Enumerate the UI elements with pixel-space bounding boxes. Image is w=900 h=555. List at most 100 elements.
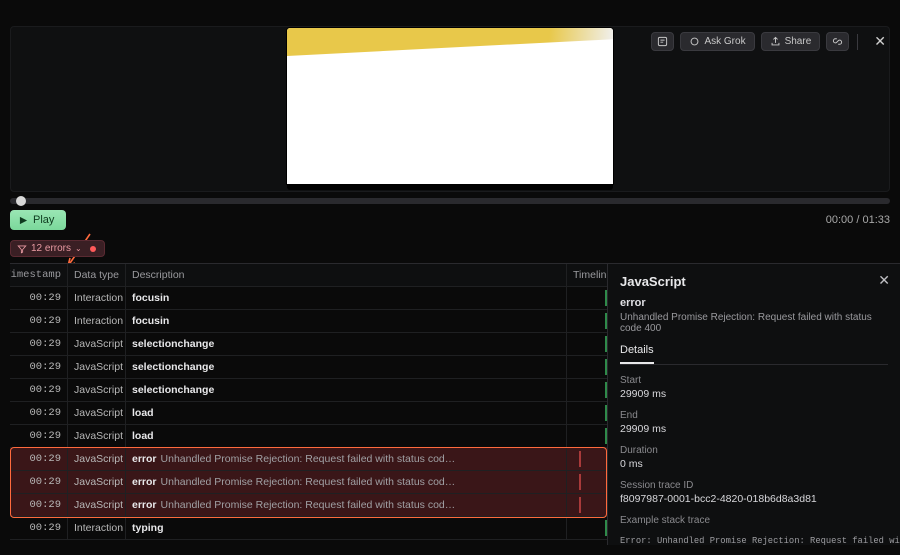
close-icon[interactable]: ✕ xyxy=(868,33,892,50)
end-value: 29909 ms xyxy=(620,423,888,435)
events-panel: Timestamp Data type Description Timeline… xyxy=(10,263,900,545)
session-recording-footer xyxy=(287,184,613,190)
table-row[interactable]: 00:29Interactionfocusin xyxy=(10,287,607,310)
cell-timeline xyxy=(567,494,607,516)
filter-icon xyxy=(17,244,27,254)
cell-timestamp: 00:29 xyxy=(10,402,68,424)
share-button[interactable]: Share xyxy=(761,32,821,51)
cell-timestamp: 00:29 xyxy=(10,333,68,355)
cell-timeline xyxy=(567,402,607,424)
cell-datatype: JavaScript xyxy=(68,448,126,470)
detail-panel: ✕ JavaScript error Unhandled Promise Rej… xyxy=(608,263,900,545)
table-row[interactable]: 00:29JavaScripterror Unhandled Promise R… xyxy=(10,494,607,517)
active-dot xyxy=(90,246,96,252)
cell-timeline xyxy=(567,471,607,493)
cell-timestamp: 00:29 xyxy=(10,448,68,470)
cell-timestamp: 00:29 xyxy=(10,287,68,309)
detail-close-icon[interactable]: ✕ xyxy=(878,272,890,289)
tab-details[interactable]: Details xyxy=(620,344,654,364)
start-label: Start xyxy=(620,375,888,386)
duration-value: 0 ms xyxy=(620,458,888,470)
cell-description: typing xyxy=(126,517,567,539)
cell-description: focusin xyxy=(126,287,567,309)
top-toolbar: Ask Grok Share ✕ xyxy=(651,32,892,51)
stack-trace: Error: Unhandled Promise Rejection: Requ… xyxy=(620,536,888,545)
cell-description: load xyxy=(126,402,567,424)
ask-grok-label: Ask Grok xyxy=(704,36,745,47)
cell-datatype: JavaScript xyxy=(68,425,126,447)
cell-datatype: JavaScript xyxy=(68,402,126,424)
timeline-tick xyxy=(605,428,607,444)
cell-datatype: JavaScript xyxy=(68,494,126,516)
play-icon xyxy=(19,216,28,225)
timeline-tick xyxy=(579,474,581,490)
cell-description: error Unhandled Promise Rejection: Reque… xyxy=(126,448,567,470)
detail-tabs: Details xyxy=(620,344,888,365)
cell-timeline xyxy=(567,425,607,447)
timeline-tick xyxy=(605,313,607,329)
cell-datatype: JavaScript xyxy=(68,356,126,378)
cell-datatype: Interaction xyxy=(68,310,126,332)
cell-timestamp: 00:29 xyxy=(10,494,68,516)
detail-subtitle: error xyxy=(620,297,888,309)
timeline-tick xyxy=(605,405,607,421)
cell-datatype: Interaction xyxy=(68,517,126,539)
detail-message: Unhandled Promise Rejection: Request fai… xyxy=(620,312,888,334)
timeline-tick xyxy=(605,382,607,398)
start-value: 29909 ms xyxy=(620,388,888,400)
timeline-tick xyxy=(605,359,607,375)
detail-title: JavaScript xyxy=(620,274,888,289)
ask-grok-button[interactable]: Ask Grok xyxy=(680,32,754,51)
table-row[interactable]: 00:29JavaScripterror Unhandled Promise R… xyxy=(10,471,607,494)
table-row[interactable]: 00:29Interactionfocusin xyxy=(10,310,607,333)
cell-description: selectionchange xyxy=(126,379,567,401)
table-header-row: Timestamp Data type Description Timeline xyxy=(10,264,607,287)
table-row[interactable]: 00:29JavaScriptselectionchange xyxy=(10,356,607,379)
play-button[interactable]: Play xyxy=(10,210,66,230)
table-row[interactable]: 00:29JavaScripterror Unhandled Promise R… xyxy=(10,448,607,471)
table-row[interactable]: 00:29JavaScriptload xyxy=(10,425,607,448)
timeline-tick xyxy=(605,336,607,352)
table-row[interactable]: 00:29JavaScriptselectionchange xyxy=(10,379,607,402)
end-label: End xyxy=(620,410,888,421)
errors-filter-pill[interactable]: 12 errors ⌄ xyxy=(10,240,105,257)
link-button[interactable] xyxy=(826,32,849,51)
session-recording-frame xyxy=(287,28,613,184)
cell-timestamp: 00:29 xyxy=(10,517,68,539)
cell-timestamp: 00:29 xyxy=(10,379,68,401)
cell-timeline xyxy=(567,517,607,539)
scrub-bar[interactable] xyxy=(10,198,890,204)
player-controls: Play 00:00 / 01:33 xyxy=(10,210,890,230)
errors-count-label: 12 errors xyxy=(31,243,71,254)
cell-datatype: JavaScript xyxy=(68,333,126,355)
notes-button[interactable] xyxy=(651,32,674,51)
cell-timeline xyxy=(567,356,607,378)
cell-timeline xyxy=(567,448,607,470)
cell-timestamp: 00:29 xyxy=(10,471,68,493)
cell-description: error Unhandled Promise Rejection: Reque… xyxy=(126,471,567,493)
timecode: 00:00 / 01:33 xyxy=(826,214,890,226)
cell-description: selectionchange xyxy=(126,356,567,378)
toolbar-divider xyxy=(857,34,858,50)
session-stage xyxy=(11,27,889,191)
duration-label: Duration xyxy=(620,445,888,456)
col-timeline: Timeline xyxy=(567,264,607,286)
trace-id-label: Session trace ID xyxy=(620,480,888,491)
stack-label: Example stack trace xyxy=(620,515,888,526)
play-label: Play xyxy=(33,214,54,226)
col-description: Description xyxy=(126,264,567,286)
cell-timeline xyxy=(567,310,607,332)
timeline-tick xyxy=(605,290,607,306)
cell-timestamp: 00:29 xyxy=(10,356,68,378)
cell-description: selectionchange xyxy=(126,333,567,355)
table-row[interactable]: 00:29JavaScriptselectionchange xyxy=(10,333,607,356)
cell-datatype: JavaScript xyxy=(68,379,126,401)
scrub-thumb[interactable] xyxy=(16,196,26,206)
cell-datatype: JavaScript xyxy=(68,471,126,493)
errors-strip: 12 errors ⌄ xyxy=(10,240,890,257)
events-table: Timestamp Data type Description Timeline… xyxy=(10,263,608,545)
cell-datatype: Interaction xyxy=(68,287,126,309)
cell-description: error Unhandled Promise Rejection: Reque… xyxy=(126,494,567,516)
table-row[interactable]: 00:29JavaScriptload xyxy=(10,402,607,425)
timeline-tick xyxy=(579,497,581,513)
